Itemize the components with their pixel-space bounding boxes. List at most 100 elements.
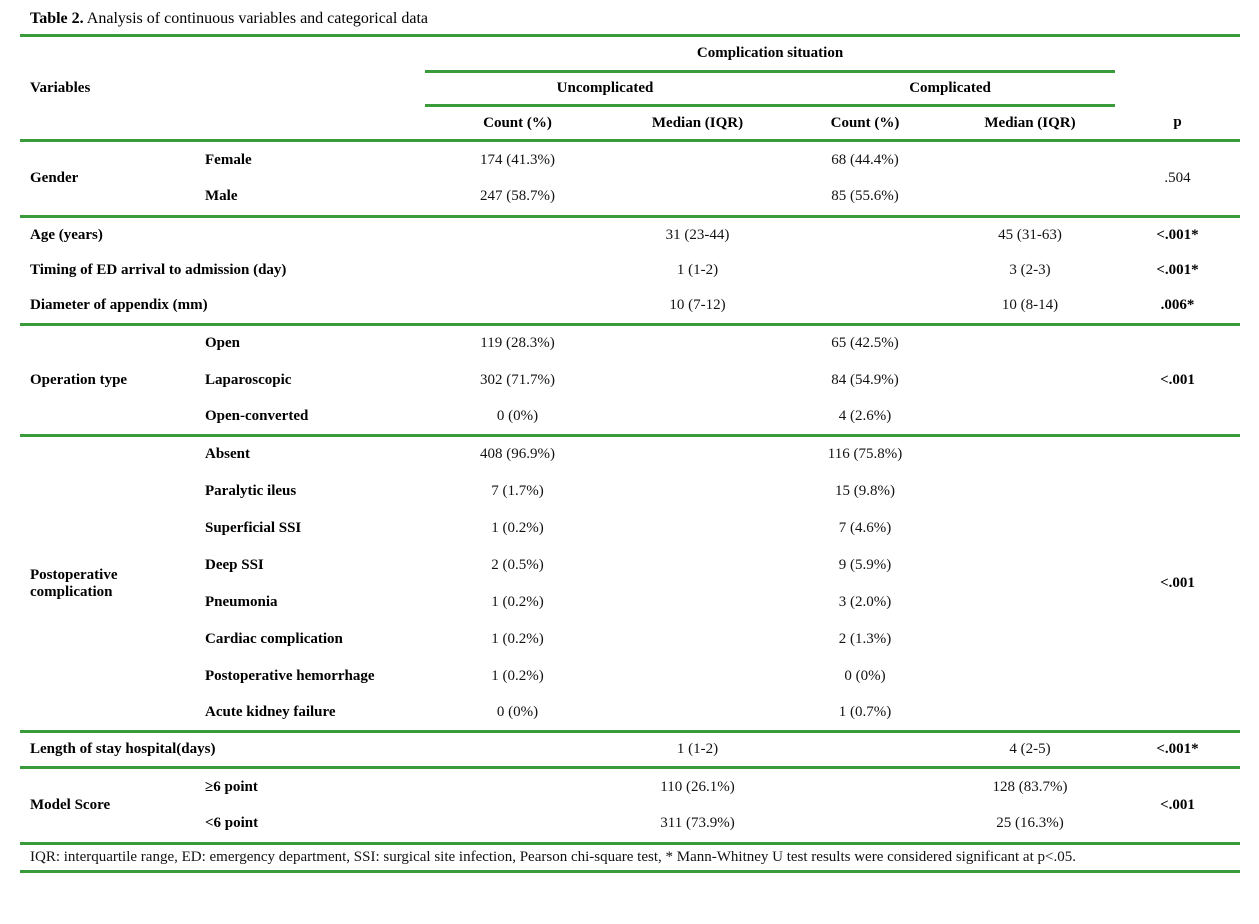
category-label: Cardiac complication xyxy=(205,630,343,647)
table-row: Length of stay hospital(days) 1 (1-2) 4 … xyxy=(20,732,1240,768)
category-label: ≥6 point xyxy=(205,778,258,795)
empty-cell xyxy=(610,141,785,179)
count-cell: 7 (1.7%) xyxy=(491,482,544,499)
count-cell: 174 (41.3%) xyxy=(480,151,556,168)
table-row: Pneumonia 1 (0.2%) 3 (2.0%) xyxy=(20,584,1240,621)
variable-label: Timing of ED arrival to admission (day) xyxy=(30,262,287,278)
category-label: Pneumonia xyxy=(205,593,278,610)
table-row: Cardiac complication 1 (0.2%) 2 (1.3%) xyxy=(20,621,1240,658)
p-value-cell: <.001* xyxy=(1156,226,1199,243)
empty-cell xyxy=(785,217,945,253)
median-cell: 10 (7-12) xyxy=(669,297,726,314)
table-row: Operation type Open 119 (28.3%) 65 (42.5… xyxy=(20,325,1240,387)
count-cell: 0 (0%) xyxy=(496,407,539,424)
table-row: Deep SSI 2 (0.5%) 9 (5.9%) xyxy=(20,547,1240,584)
p-value-cell: <.001* xyxy=(1156,741,1199,757)
p-value-cell: .504 xyxy=(1164,170,1191,186)
empty-cell xyxy=(610,179,785,217)
p-value-cell: <.001* xyxy=(1156,262,1199,278)
complicated-header: Complicated xyxy=(785,71,1116,107)
empty-cell xyxy=(945,436,1115,473)
variable-label: Diameter of appendix (mm) xyxy=(30,297,208,314)
category-label: Male xyxy=(205,188,238,205)
empty-cell xyxy=(610,658,785,695)
p-value-cell: <.001 xyxy=(1160,797,1195,813)
variable-label: Operation type xyxy=(30,371,128,388)
empty-cell xyxy=(425,217,610,253)
table-row: Diameter of appendix (mm) 10 (7-12) 10 (… xyxy=(20,289,1240,325)
variables-header: Variables xyxy=(20,35,426,142)
median-cell: 45 (31-63) xyxy=(998,226,1062,243)
count-cell: 3 (2.0%) xyxy=(838,593,892,610)
empty-cell xyxy=(610,325,785,362)
empty-cell xyxy=(1115,36,1240,72)
count-cell: 65 (42.5%) xyxy=(831,335,899,352)
count-cell: 7 (4.6%) xyxy=(838,519,892,536)
category-label: Open xyxy=(205,335,241,352)
empty-cell xyxy=(785,806,945,844)
empty-cell xyxy=(945,584,1115,621)
table-row: Laparoscopic 302 (71.7%) 84 (54.9%) xyxy=(20,362,1240,399)
count-header-complicated: Count (%) xyxy=(785,105,946,142)
table-row: Postoperative complication Absent 408 (9… xyxy=(20,436,1240,599)
count-cell: 0 (0%) xyxy=(844,667,886,684)
table-row: Male 247 (58.7%) 85 (55.6%) xyxy=(20,179,1240,217)
variable-label: Age (years) xyxy=(30,226,103,243)
table-row: Acute kidney failure 0 (0%) 1 (0.7%) xyxy=(20,695,1240,732)
table-row: <6 point 311 (73.9%) 25 (16.3%) xyxy=(20,806,1240,844)
gender-section: Gender Female 174 (41.3%) 68 (44.4%) .50… xyxy=(20,141,1241,217)
median-header-complicated: Median (IQR) xyxy=(945,105,1116,142)
table-header: Variables Complication situation Uncompl… xyxy=(20,35,1241,142)
p-value-cell: <.001 xyxy=(1160,575,1195,591)
table-row: Age (years) 31 (23-44) 45 (31-63) <.001* xyxy=(20,217,1240,253)
empty-cell xyxy=(785,253,945,289)
category-label: Paralytic ileus xyxy=(205,482,297,499)
median-cell: 4 (2-5) xyxy=(1009,741,1051,757)
empty-cell xyxy=(610,510,785,547)
count-cell: 1 (0.7%) xyxy=(838,703,892,720)
empty-cell xyxy=(945,179,1115,217)
median-cell: 3 (2-3) xyxy=(1009,262,1051,278)
analysis-table: Variables Complication situation Uncompl… xyxy=(20,34,1241,873)
table-title: Table 2. Analysis of continuous variable… xyxy=(30,10,1240,28)
count-cell: 25 (16.3%) xyxy=(996,815,1064,832)
empty-cell xyxy=(945,141,1115,179)
table-title-label: Table 2. xyxy=(30,10,84,27)
table-row: Timing of ED arrival to admission (day) … xyxy=(20,253,1240,289)
empty-cell xyxy=(945,325,1115,362)
empty-cell xyxy=(945,510,1115,547)
count-cell: 128 (83.7%) xyxy=(992,778,1068,795)
table-row: Postoperative hemorrhage 1 (0.2%) 0 (0%) xyxy=(20,658,1240,695)
p-header: p xyxy=(1115,105,1241,142)
count-cell: 0 (0%) xyxy=(496,703,539,720)
empty-cell xyxy=(945,547,1115,584)
empty-cell xyxy=(425,289,610,325)
empty-cell xyxy=(610,362,785,399)
variable-label: Length of stay hospital(days) xyxy=(30,741,216,757)
category-label: Superficial SSI xyxy=(205,519,302,536)
empty-cell xyxy=(610,621,785,658)
header-row-columns: Count (%) Median (IQR) Count (%) Median … xyxy=(20,105,1241,142)
category-label: Deep SSI xyxy=(205,556,264,573)
category-label: <6 point xyxy=(205,815,259,832)
median-header-uncomplicated: Median (IQR) xyxy=(610,105,786,142)
header-row-group-title: Variables Complication situation xyxy=(20,35,1240,142)
p-value-cell: <.001 xyxy=(1160,371,1195,388)
continuous-variables-section: Age (years) 31 (23-44) 45 (31-63) <.001*… xyxy=(20,217,1241,325)
footnote-section: IQR: interquartile range, ED: emergency … xyxy=(20,844,1241,872)
count-cell: 9 (5.9%) xyxy=(838,556,892,573)
median-cell: 1 (1-2) xyxy=(676,262,719,278)
count-header-uncomplicated: Count (%) xyxy=(425,105,611,142)
empty-cell xyxy=(610,584,785,621)
count-cell: 302 (71.7%) xyxy=(480,371,556,388)
p-value-cell: .006* xyxy=(1160,297,1195,314)
empty-cell xyxy=(610,399,785,436)
postoperative-complication-section: Postoperative complication Absent 408 (9… xyxy=(20,436,1241,732)
median-cell: 1 (1-2) xyxy=(676,741,719,757)
complication-situation-header: Complication situation xyxy=(425,35,1116,73)
empty-cell xyxy=(945,695,1115,732)
count-cell: 408 (96.9%) xyxy=(480,446,556,463)
paper-page: Table 2. Analysis of continuous variable… xyxy=(20,10,1241,873)
variable-label: Postoperative complication xyxy=(30,566,118,600)
count-cell: 311 (73.9%) xyxy=(660,815,735,832)
